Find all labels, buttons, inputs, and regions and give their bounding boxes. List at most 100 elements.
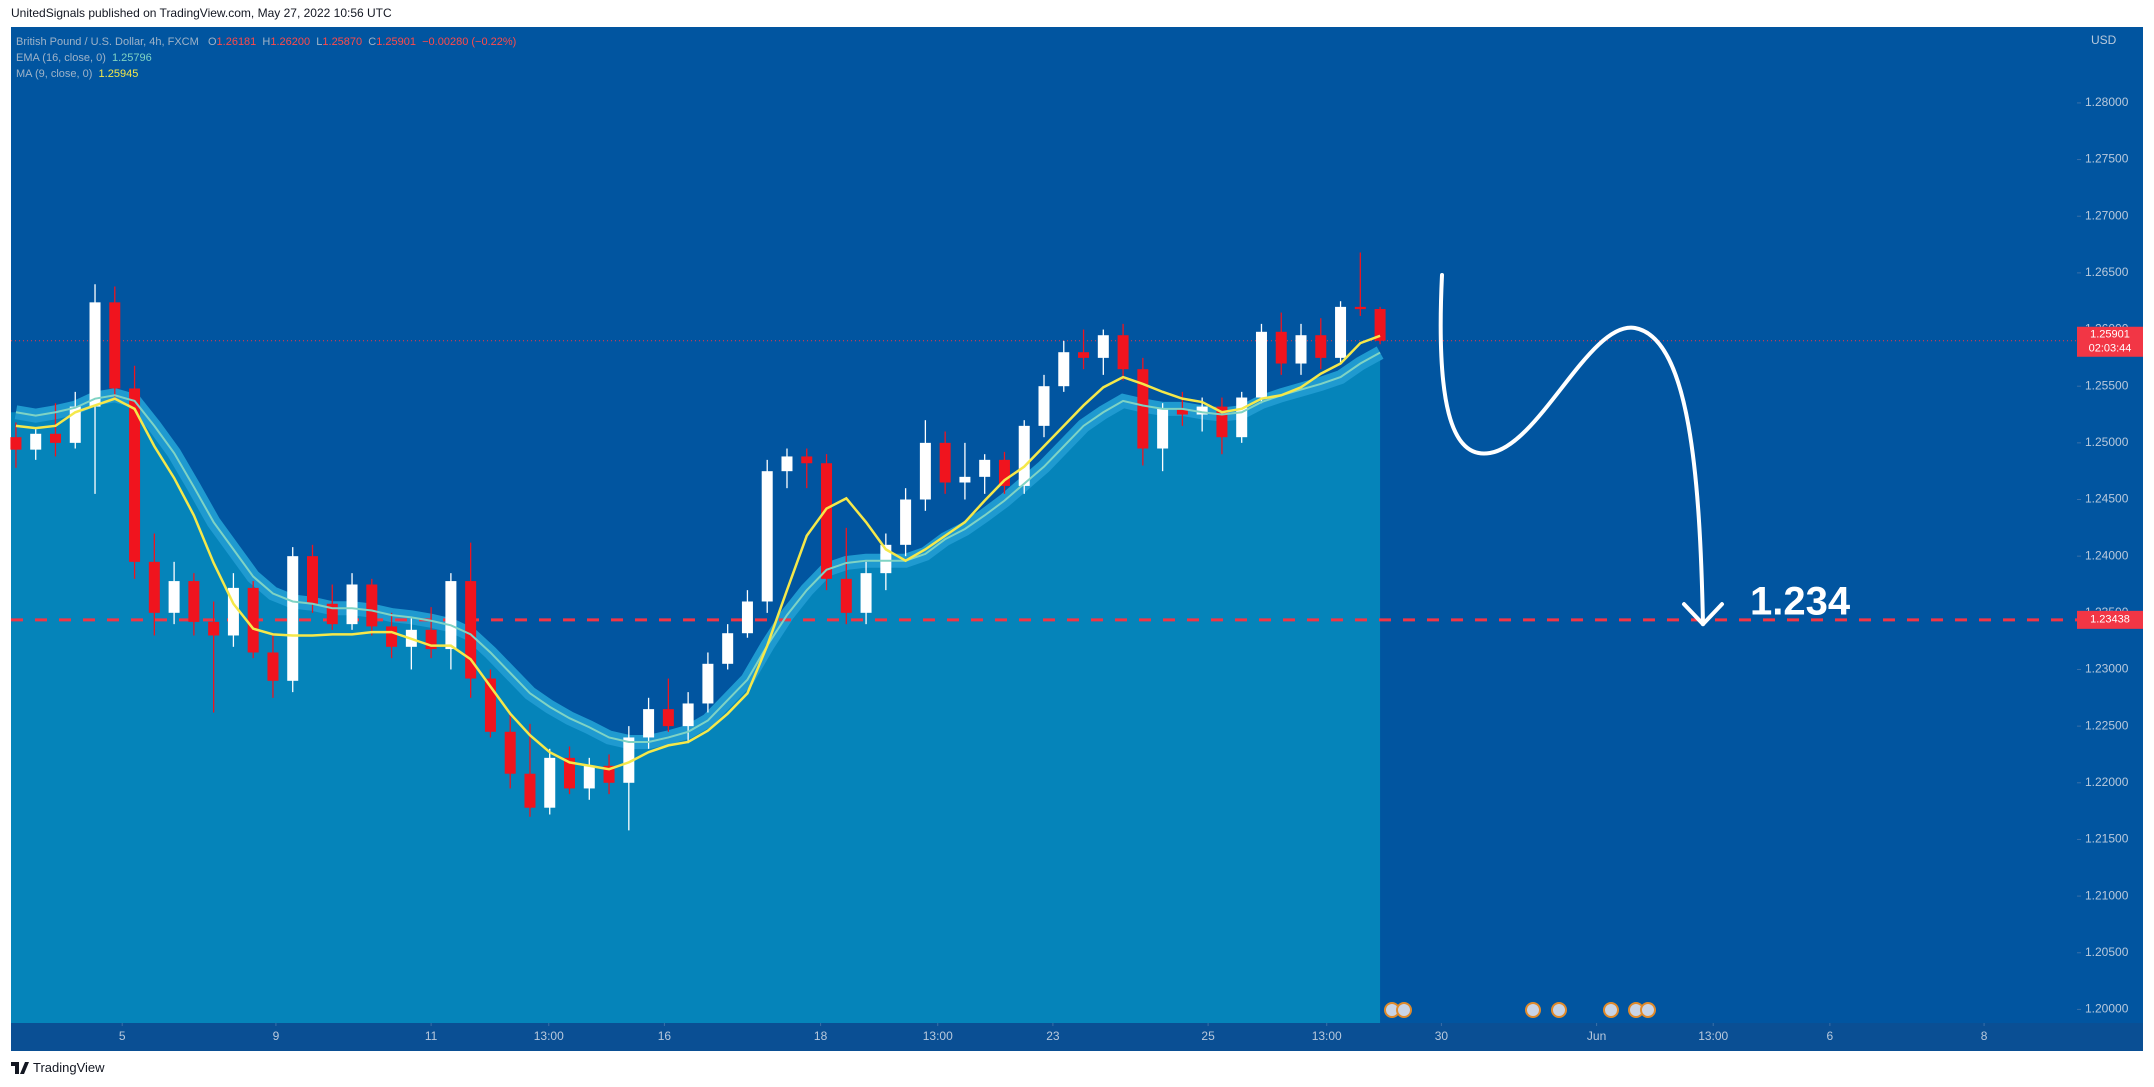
candle-body [702, 663, 714, 704]
legend-name: MA (9, close, 0) [16, 68, 93, 80]
y-tick-label: 1.22000 [2085, 775, 2129, 789]
y-tick-label: 1.21500 [2085, 832, 2129, 846]
candle-body [781, 456, 793, 472]
candle-body [465, 581, 477, 679]
legend-name: EMA (16, close, 0) [16, 52, 106, 64]
candle-body [662, 709, 674, 727]
candle-body [524, 773, 536, 808]
target-tag-value: 1.23438 [2090, 614, 2130, 626]
x-tick-label: 13:00 [1312, 1029, 1342, 1043]
candle-body [445, 581, 457, 650]
y-tick-label: 1.27500 [2085, 152, 2129, 166]
price-tag-value: 1.25901 [2090, 329, 2130, 341]
candle-body [998, 459, 1010, 486]
candle-body [30, 433, 42, 450]
x-tick-label: Jun [1587, 1029, 1606, 1043]
ohlc-value: 1.26200 [270, 36, 311, 48]
candle-body [623, 737, 635, 783]
candle-body [1038, 386, 1050, 426]
candle-body [129, 388, 141, 562]
y-tick-label: 1.21000 [2085, 888, 2129, 902]
y-tick-label: 1.24500 [2085, 492, 2129, 506]
candle-body [1255, 331, 1267, 398]
x-axis-band [11, 1023, 2143, 1051]
ohlc-value: 1.26181 [216, 36, 257, 48]
candle-body [880, 544, 892, 574]
candle-body [287, 556, 299, 681]
candle-body [109, 302, 121, 389]
candle-body [1137, 369, 1149, 449]
y-tick-label: 1.20000 [2085, 1002, 2129, 1016]
candle-body [801, 456, 813, 464]
candle-body [1374, 309, 1386, 341]
y-tick-label: 1.23000 [2085, 662, 2129, 676]
candle-body [1315, 335, 1327, 358]
target-tag [2077, 610, 2143, 629]
candle-body [860, 573, 872, 613]
candle-body [564, 757, 576, 789]
candle-body [1196, 406, 1208, 415]
ma-row: MA (9, close, 0) 1.25945 [16, 66, 516, 82]
x-tick-label: 5 [119, 1029, 126, 1043]
price-tag [2077, 326, 2143, 357]
event-icon [1640, 1002, 1656, 1018]
candle-body [1176, 408, 1188, 415]
candle-body [1236, 397, 1248, 438]
countdown: 02:03:44 [2089, 343, 2132, 355]
candle-body [643, 709, 655, 738]
change: −0.00280 (−0.22%) [422, 36, 517, 48]
candle-body [544, 757, 556, 808]
x-tick-label: 25 [1201, 1029, 1215, 1043]
ohlc-key: L [316, 36, 323, 48]
candle-body [1097, 335, 1109, 358]
y-tick-label: 1.25500 [2085, 378, 2129, 392]
ohlc-value: 1.25901 [376, 36, 416, 48]
x-tick-label: 16 [658, 1029, 672, 1043]
x-tick-label: 9 [273, 1029, 280, 1043]
publisher-line: UnitedSignals published on TradingView.c… [11, 6, 392, 20]
candle-body [1078, 352, 1090, 358]
candle-body [1018, 425, 1030, 486]
candle-body [247, 587, 259, 653]
event-icon [1551, 1002, 1567, 1018]
candle-body [10, 437, 22, 450]
y-tick-label: 1.27000 [2085, 208, 2129, 222]
candle-body [188, 581, 200, 622]
candle-body [583, 765, 595, 789]
candle-body [682, 703, 694, 727]
ema-area [11, 352, 1381, 1023]
candle-body [741, 601, 753, 634]
footer: TradingView [11, 1060, 105, 1075]
event-icon [1396, 1002, 1412, 1018]
candle-body [1354, 306, 1366, 310]
candle-body [89, 302, 101, 407]
x-tick-label: 18 [814, 1029, 828, 1043]
candle-body [504, 731, 516, 774]
projection-curve [1438, 273, 1705, 627]
y-tick-label: 1.22500 [2085, 718, 2129, 732]
ohlc-key: C [368, 36, 377, 48]
candle-body [306, 556, 318, 604]
candle-body [919, 442, 931, 500]
candle-body [1157, 408, 1169, 449]
candle-body [979, 459, 991, 477]
currency: USD [2091, 33, 2117, 47]
candle-body [840, 578, 852, 613]
event-icon [1603, 1002, 1619, 1018]
brand: TradingView [33, 1060, 105, 1075]
logo [11, 1061, 29, 1074]
candle-body [346, 584, 358, 625]
ohlc-key: O [207, 36, 217, 48]
x-tick-label: 8 [1981, 1029, 1988, 1043]
symbol: British Pound / U.S. Dollar, 4h, FXCM [16, 36, 199, 48]
x-tick-label: 11 [425, 1029, 438, 1043]
x-tick-label: 30 [1435, 1029, 1449, 1043]
x-tick-label: 13:00 [923, 1029, 953, 1043]
event-icon [1525, 1002, 1541, 1018]
candle-body [366, 584, 378, 627]
candle-body [484, 678, 496, 732]
legend-value: 1.25796 [112, 52, 152, 64]
annotation-text: 1.234 [1750, 580, 1851, 624]
candle-body [959, 476, 971, 483]
